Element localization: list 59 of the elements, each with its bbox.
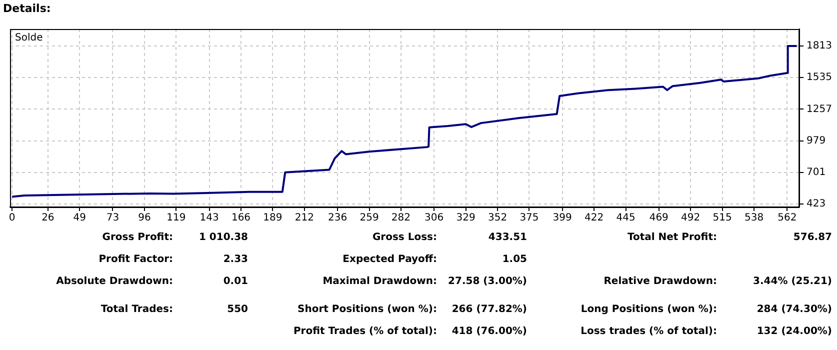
text: Solde xyxy=(15,32,43,44)
x-tick-label: 306 xyxy=(424,212,444,224)
text: Short Positions (won %): xyxy=(298,304,437,315)
text: Total Net Profit: xyxy=(627,232,717,243)
x-tick-label: 189 xyxy=(263,212,282,224)
text: 266 (77.82%) xyxy=(452,304,527,315)
x-tick-label: 399 xyxy=(552,212,572,224)
text: 433.51 xyxy=(488,232,527,243)
text: 550 xyxy=(227,304,248,315)
text: Long Positions (won %): xyxy=(580,304,717,315)
x-tick-label: 515 xyxy=(712,212,732,224)
y-tick-label: 979 xyxy=(806,135,826,146)
x-tick-label: 282 xyxy=(391,212,411,224)
text: Total Trades: xyxy=(100,304,173,315)
x-tick-label: 352 xyxy=(488,212,508,224)
x-tick-label: 49 xyxy=(73,212,86,224)
text: 1 010.38 xyxy=(198,232,248,243)
text: Profit Trades (% of total): xyxy=(293,326,437,337)
text: Gross Profit: xyxy=(102,232,173,243)
text: Maximal Drawdown: xyxy=(322,276,437,287)
x-tick-label: 0 xyxy=(8,212,16,224)
y-tick-label: 701 xyxy=(806,167,826,178)
text: 2.33 xyxy=(223,254,248,265)
text: 1.05 xyxy=(502,254,527,265)
text: 3.44% (25.21) xyxy=(753,276,832,287)
x-tick-label: 538 xyxy=(744,212,764,224)
y-tick-label: 1257 xyxy=(806,104,832,115)
text: Relative Drawdown: xyxy=(604,276,717,287)
x-tick-label: 562 xyxy=(778,212,797,224)
x-tick-label: 492 xyxy=(681,212,700,224)
x-tick-label: 236 xyxy=(328,212,348,224)
text: 27.58 (3.00%) xyxy=(448,276,527,287)
x-tick-label: 119 xyxy=(166,212,186,224)
text: Profit Factor: xyxy=(98,254,173,265)
x-tick-label: 143 xyxy=(200,212,219,224)
text: Loss trades (% of total): xyxy=(580,326,717,337)
text: 576.87 xyxy=(793,232,832,243)
text: Expected Payoff: xyxy=(342,254,437,265)
x-tick-label: 259 xyxy=(360,212,379,224)
text: Absolute Drawdown: xyxy=(56,276,173,287)
y-tick-label: 423 xyxy=(806,198,826,210)
x-tick-label: 469 xyxy=(649,212,668,224)
x-tick-label: 445 xyxy=(616,212,636,224)
text: 0.01 xyxy=(223,276,248,287)
x-tick-label: 166 xyxy=(231,212,251,224)
chart-title: Details: xyxy=(3,2,51,15)
y-tick-label: 1535 xyxy=(806,72,832,84)
x-tick-label: 96 xyxy=(138,212,151,224)
x-tick-label: 375 xyxy=(520,212,539,224)
text: 418 (76.00%) xyxy=(452,326,527,337)
x-tick-label: 422 xyxy=(584,212,604,224)
y-tick-label: 1813 xyxy=(806,40,832,52)
x-tick-label: 329 xyxy=(456,212,476,224)
text: 284 (74.30%) xyxy=(756,304,832,315)
x-tick-label: 26 xyxy=(42,212,54,224)
x-tick-label: 212 xyxy=(294,212,314,224)
x-tick-label: 73 xyxy=(106,212,120,224)
text: 132 (24.00%) xyxy=(756,326,832,337)
text: Gross Loss: xyxy=(372,232,437,243)
